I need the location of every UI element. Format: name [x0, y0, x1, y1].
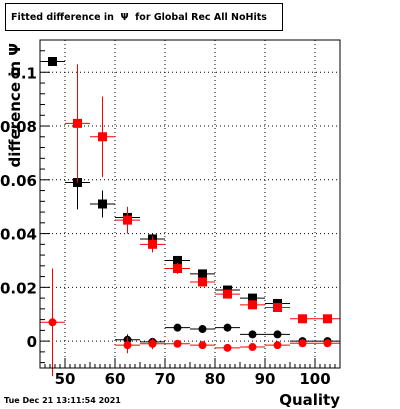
- data-point-circle: [248, 330, 257, 339]
- chart-title-box: Fitted difference in Ψ for Global Rec Al…: [5, 3, 283, 31]
- data-point-square: [98, 199, 107, 209]
- data-point-circle: [273, 330, 282, 339]
- data-point-square: [248, 293, 257, 303]
- x-tick-label: 100: [299, 370, 330, 388]
- x-axis-title: Quality: [279, 391, 340, 409]
- data-point-square: [48, 57, 57, 67]
- y-tick-label: 0.08: [0, 118, 37, 136]
- data-point-circle: [298, 339, 307, 348]
- timestamp: Tue Dec 21 13:11:54 2021: [4, 396, 121, 405]
- data-point-square: [148, 239, 157, 249]
- y-tick-label: 0.04: [0, 226, 37, 244]
- data-point-square: [198, 277, 207, 287]
- data-point-circle: [323, 339, 332, 348]
- data-point-circle: [248, 343, 257, 352]
- y-axis-title: difference in Ψ: [6, 43, 24, 168]
- data-point-square: [323, 314, 332, 324]
- data-point-square: [123, 215, 132, 225]
- data-point-square: [223, 289, 232, 299]
- data-point-square: [198, 269, 207, 279]
- data-point-square: [73, 118, 82, 128]
- plot-frame: [39, 39, 341, 369]
- x-tick-label: 90: [255, 370, 276, 388]
- data-point-circle: [173, 323, 182, 332]
- data-point-square: [273, 303, 282, 313]
- data-point-circle: [123, 341, 132, 350]
- data-point-circle: [48, 318, 57, 327]
- data-point-square: [298, 314, 307, 324]
- data-point-circle: [223, 343, 232, 352]
- x-tick-label: 60: [105, 370, 126, 388]
- data-point-circle: [148, 339, 157, 348]
- y-tick-label: 0.02: [0, 279, 37, 297]
- x-tick-label: 70: [155, 370, 176, 388]
- data-point-circle: [223, 323, 232, 332]
- chart-title: Fitted difference in Ψ for Global Rec Al…: [11, 11, 267, 23]
- y-tick-label: 0.06: [0, 172, 37, 190]
- data-point-square: [173, 264, 182, 274]
- data-point-circle: [173, 339, 182, 348]
- y-tick-label: 0: [27, 333, 37, 351]
- data-point-square: [173, 255, 182, 265]
- data-point-circle: [198, 341, 207, 350]
- x-tick-label: 80: [205, 370, 226, 388]
- y-tick-label: 0.1: [10, 64, 37, 82]
- data-point-circle: [273, 341, 282, 350]
- x-tick-label: 50: [55, 370, 76, 388]
- data-point-square: [248, 300, 257, 310]
- data-point-circle: [198, 325, 207, 334]
- data-point-square: [98, 132, 107, 142]
